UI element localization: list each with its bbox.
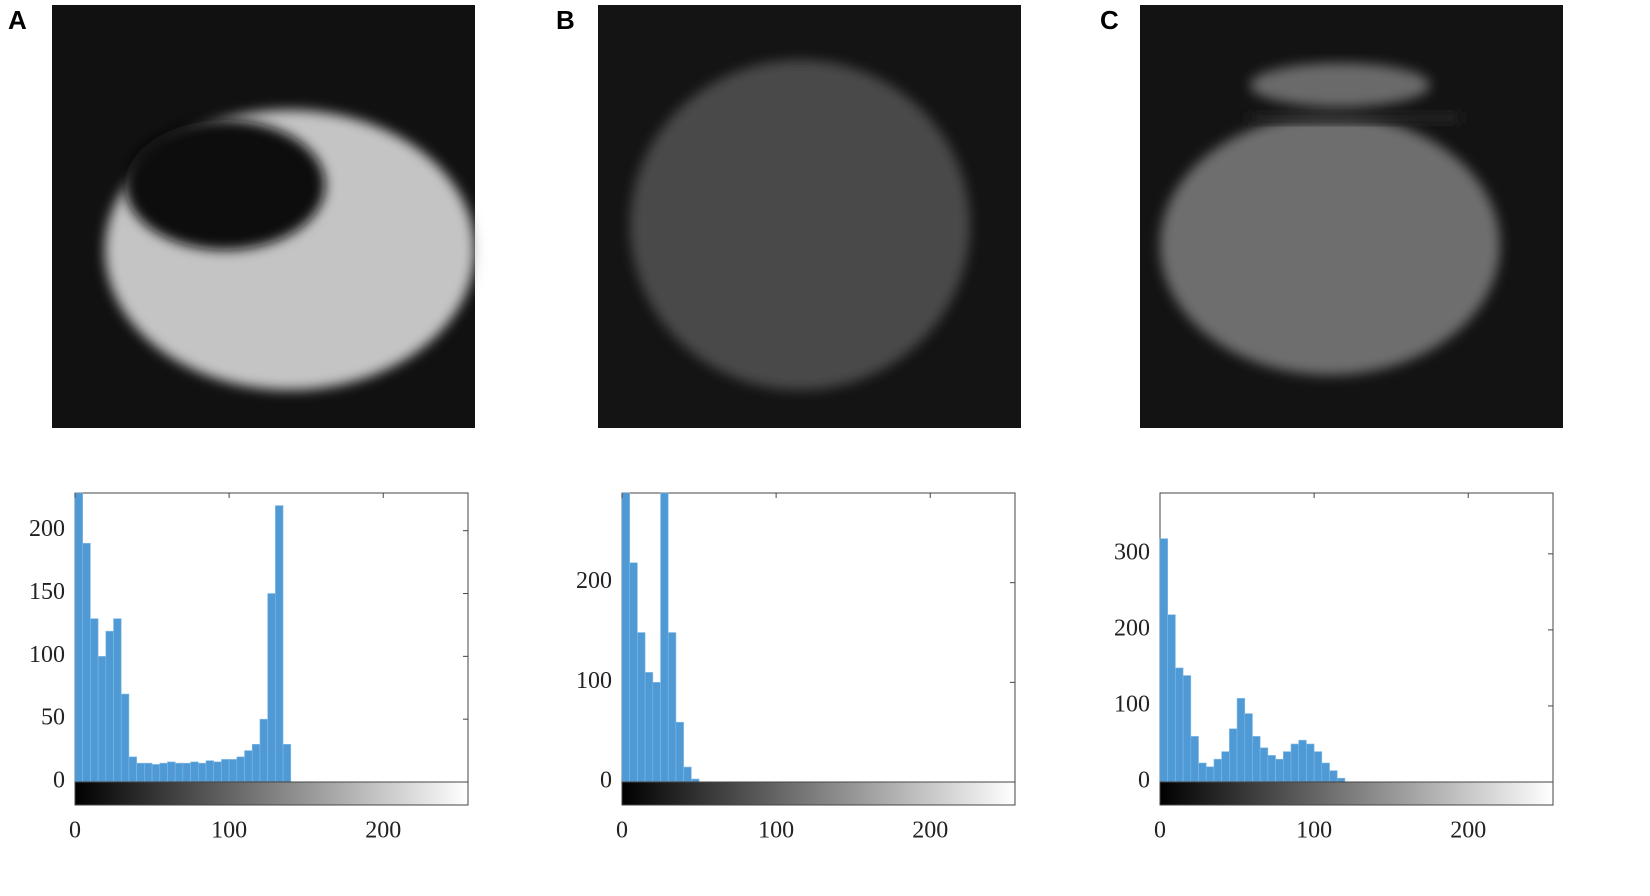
bar — [259, 718, 268, 783]
bar — [105, 630, 114, 783]
bar — [1182, 675, 1192, 783]
bar — [644, 672, 654, 783]
bar — [197, 762, 207, 783]
bar — [621, 492, 631, 783]
bar — [251, 744, 261, 783]
bar — [1336, 777, 1346, 783]
bar — [629, 562, 638, 783]
y-tick-label: 0 — [600, 768, 612, 794]
image-a — [52, 5, 475, 428]
bar — [174, 762, 184, 783]
bar — [113, 618, 122, 783]
bar — [660, 492, 669, 783]
bar — [236, 756, 245, 783]
bar — [244, 750, 253, 783]
bar — [667, 632, 677, 783]
bar — [120, 693, 130, 783]
bar — [1313, 751, 1323, 783]
x-tick-label: 100 — [758, 818, 794, 844]
bar — [1221, 751, 1230, 783]
bar — [1205, 766, 1215, 783]
bar — [82, 542, 91, 783]
x-tick-label: 100 — [211, 818, 247, 844]
bar — [167, 761, 176, 783]
x-tick-label: 200 — [365, 818, 401, 844]
bar — [213, 761, 222, 783]
x-tick-label: 200 — [1450, 818, 1486, 844]
panel-label: C — [1100, 5, 1119, 35]
colorbar — [1159, 781, 1554, 806]
bar — [1306, 743, 1315, 783]
y-tick-label: 0 — [53, 768, 65, 794]
bar — [267, 593, 276, 783]
panel-label: A — [8, 5, 27, 35]
bar — [182, 762, 191, 783]
bar — [1229, 728, 1238, 783]
y-tick-label: 100 — [29, 642, 65, 668]
bar — [1159, 538, 1169, 783]
plot-area — [1159, 492, 1554, 783]
plot-area — [621, 492, 1016, 783]
colorbar — [74, 781, 469, 806]
bar — [1244, 713, 1253, 783]
bar — [683, 766, 692, 783]
bar — [190, 761, 199, 783]
bar — [1190, 736, 1199, 783]
bar — [221, 759, 230, 783]
bar — [1298, 739, 1307, 783]
bar — [144, 762, 153, 783]
bar — [1329, 770, 1338, 783]
bar — [1267, 755, 1276, 783]
bar — [1167, 614, 1176, 783]
x-tick-label: 200 — [912, 818, 948, 844]
y-tick-label: 0 — [1138, 768, 1150, 794]
x-tick-label: 0 — [69, 818, 81, 844]
y-tick-label: 100 — [1114, 691, 1150, 717]
bar — [1236, 698, 1246, 783]
y-tick-label: 300 — [1114, 539, 1150, 565]
bar — [1321, 762, 1330, 783]
image-c — [1140, 5, 1563, 428]
y-tick-label: 150 — [29, 579, 65, 605]
bar — [128, 756, 137, 783]
y-tick-label: 50 — [41, 705, 65, 731]
colorbar — [621, 781, 1016, 806]
bar — [205, 760, 215, 783]
x-tick-label: 100 — [1296, 818, 1332, 844]
panel-label: B — [556, 5, 575, 35]
bar — [151, 764, 161, 783]
bar — [74, 492, 84, 783]
y-tick-label: 200 — [29, 516, 65, 542]
bar — [228, 759, 238, 783]
bar — [282, 744, 292, 783]
bar — [1252, 736, 1261, 783]
bar — [1282, 751, 1292, 783]
bar — [675, 721, 684, 783]
bar — [1290, 743, 1300, 783]
y-tick-label: 200 — [576, 568, 612, 594]
bar — [97, 656, 107, 783]
y-tick-label: 200 — [1114, 615, 1150, 641]
bar — [90, 618, 99, 783]
bar — [1175, 667, 1184, 783]
bar — [1275, 758, 1284, 783]
bar — [1259, 747, 1269, 783]
bar — [1213, 758, 1222, 783]
bar — [1198, 762, 1207, 783]
x-tick-label: 0 — [1154, 818, 1166, 844]
bar — [652, 682, 661, 783]
bar — [637, 632, 646, 783]
x-tick-label: 0 — [616, 818, 628, 844]
bar — [136, 762, 145, 783]
image-b — [598, 5, 1021, 428]
bar — [159, 762, 168, 783]
y-tick-label: 100 — [576, 668, 612, 694]
bar — [275, 505, 284, 783]
